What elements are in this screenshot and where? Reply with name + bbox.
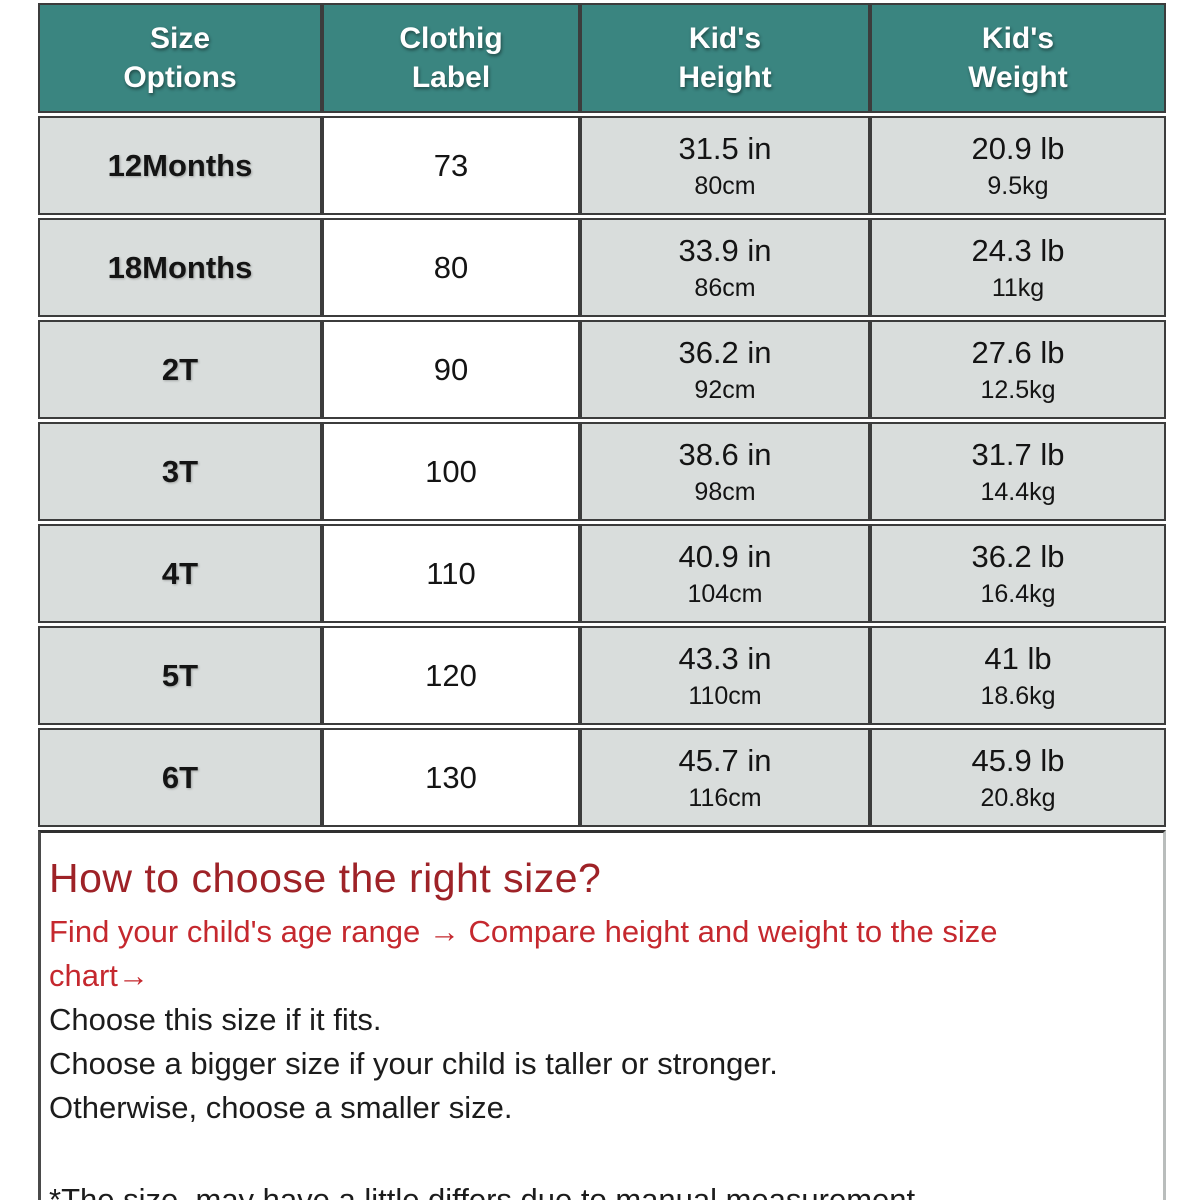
- height-cm: 104cm: [687, 580, 763, 609]
- notes-heading: How to choose the right size?: [49, 855, 602, 901]
- table-row: 18Months 80 33.9 in 86cm 24.3 lb 11kg: [38, 218, 1166, 317]
- weight-kg: 14.4kg: [980, 478, 1056, 507]
- height-cm: 110cm: [688, 682, 762, 711]
- size-option-cell: 18Months: [38, 218, 322, 317]
- notes-red-instruction: Find your child's age range → Compare he…: [49, 914, 998, 994]
- height-in: 45.7 in: [678, 742, 772, 778]
- height-cell: 36.2 in 92cm: [580, 320, 870, 419]
- weight-lb: 24.3 lb: [971, 232, 1065, 268]
- height-in: 40.9 in: [678, 538, 772, 574]
- weight-cell: 24.3 lb 11kg: [870, 218, 1166, 317]
- clothing-label-cell: 100: [322, 422, 580, 521]
- size-option-cell: 5T: [38, 626, 322, 725]
- weight-kg: 16.4kg: [980, 580, 1056, 609]
- size-option-cell: 6T: [38, 728, 322, 827]
- weight-cell: 31.7 lb 14.4kg: [870, 422, 1166, 521]
- height-cell: 38.6 in 98cm: [580, 422, 870, 521]
- clothing-label-cell: 90: [322, 320, 580, 419]
- weight-kg: 12.5kg: [980, 376, 1056, 405]
- notes-line-smaller: Otherwise, choose a smaller size.: [49, 1090, 513, 1126]
- height-cm: 92cm: [694, 376, 756, 405]
- weight-kg: 20.8kg: [980, 784, 1056, 813]
- size-chart-table: Size Options Clothig Label Kid's Height …: [38, 0, 1166, 830]
- height-in: 36.2 in: [678, 334, 772, 370]
- height-cell: 33.9 in 86cm: [580, 218, 870, 317]
- weight-lb: 20.9 lb: [971, 130, 1065, 166]
- weight-lb: 36.2 lb: [971, 538, 1065, 574]
- height-in: 31.5 in: [678, 130, 772, 166]
- table-row: 5T 120 43.3 in 110cm 41 lb 18.6kg: [38, 626, 1166, 725]
- size-option-cell: 4T: [38, 524, 322, 623]
- size-option-cell: 3T: [38, 422, 322, 521]
- clothing-label-cell: 130: [322, 728, 580, 827]
- weight-cell: 27.6 lb 12.5kg: [870, 320, 1166, 419]
- table-row: 4T 110 40.9 in 104cm 36.2 lb 16.4kg: [38, 524, 1166, 623]
- height-cell: 43.3 in 110cm: [580, 626, 870, 725]
- weight-cell: 20.9 lb 9.5kg: [870, 116, 1166, 215]
- height-cell: 31.5 in 80cm: [580, 116, 870, 215]
- height-in: 38.6 in: [678, 436, 772, 472]
- weight-lb: 27.6 lb: [971, 334, 1065, 370]
- notes-line-bigger: Choose a bigger size if your child is ta…: [49, 1046, 778, 1082]
- clothing-label-cell: 73: [322, 116, 580, 215]
- weight-kg: 18.6kg: [980, 682, 1056, 711]
- table-row: 2T 90 36.2 in 92cm 27.6 lb 12.5kg: [38, 320, 1166, 419]
- sizing-notes-box: How to choose the right size? Find your …: [38, 830, 1166, 1200]
- clothing-label-cell: 110: [322, 524, 580, 623]
- height-cm: 98cm: [694, 478, 756, 507]
- weight-cell: 45.9 lb 20.8kg: [870, 728, 1166, 827]
- size-option-cell: 2T: [38, 320, 322, 419]
- weight-kg: 9.5kg: [987, 172, 1049, 201]
- weight-kg: 11kg: [991, 274, 1045, 303]
- header-kids-height: Kid's Height: [580, 3, 870, 113]
- header-size-options: Size Options: [38, 3, 322, 113]
- clothing-label-cell: 80: [322, 218, 580, 317]
- height-cm: 80cm: [694, 172, 756, 201]
- weight-lb: 31.7 lb: [971, 436, 1065, 472]
- height-cell: 45.7 in 116cm: [580, 728, 870, 827]
- notes-footnote: *The size may have a little differs due …: [49, 1182, 924, 1200]
- clothing-label-cell: 120: [322, 626, 580, 725]
- height-in: 43.3 in: [678, 640, 772, 676]
- height-cm: 86cm: [694, 274, 756, 303]
- height-in: 33.9 in: [678, 232, 772, 268]
- weight-cell: 36.2 lb 16.4kg: [870, 524, 1166, 623]
- table-row: 12Months 73 31.5 in 80cm 20.9 lb 9.5kg: [38, 116, 1166, 215]
- weight-lb: 41 lb: [984, 640, 1052, 676]
- weight-lb: 45.9 lb: [971, 742, 1065, 778]
- notes-line-fits: Choose this size if it fits.: [49, 1002, 382, 1038]
- table-row: 6T 130 45.7 in 116cm 45.9 lb 20.8kg: [38, 728, 1166, 827]
- header-row: Size Options Clothig Label Kid's Height …: [38, 3, 1166, 113]
- height-cm: 116cm: [688, 784, 762, 813]
- header-kids-weight: Kid's Weight: [870, 3, 1166, 113]
- weight-cell: 41 lb 18.6kg: [870, 626, 1166, 725]
- height-cell: 40.9 in 104cm: [580, 524, 870, 623]
- table-row: 3T 100 38.6 in 98cm 31.7 lb 14.4kg: [38, 422, 1166, 521]
- size-option-cell: 12Months: [38, 116, 322, 215]
- header-clothing-label: Clothig Label: [322, 3, 580, 113]
